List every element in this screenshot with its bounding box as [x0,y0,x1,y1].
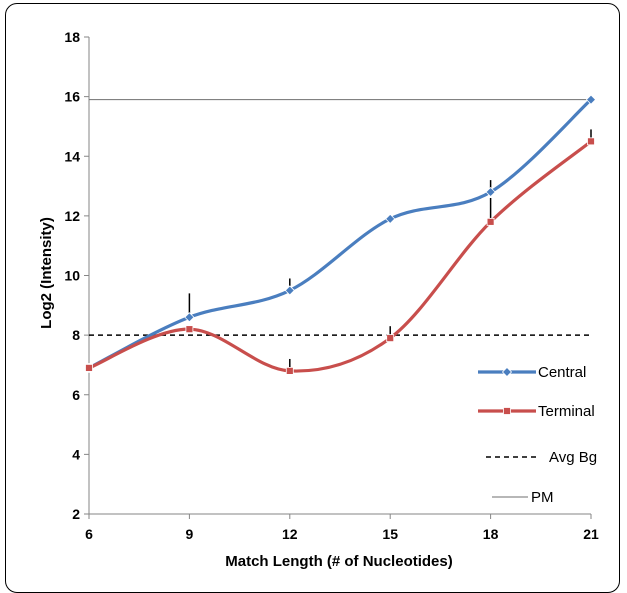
legend-marker-terminal [503,407,511,415]
x-tick-label: 6 [85,526,93,542]
central-point [385,213,396,224]
y-tick-label: 8 [72,327,80,343]
legend-label-terminal: Terminal [538,403,595,420]
legend-item-pm: PM [492,489,554,506]
central-point [284,285,295,296]
terminal-point [85,364,93,372]
terminal-point [386,334,395,343]
x-axis-label: Match Length (# of Nucleotides) [225,553,453,570]
terminal-point [486,217,495,226]
reference-lines [89,99,591,336]
y-tick-label: 18 [64,29,80,45]
y-tick-label: 14 [64,148,80,164]
y-tick-label: 10 [64,268,80,284]
terminal-point [587,137,595,146]
y-tick-label: 16 [64,89,80,105]
axes [84,36,592,519]
legend-label-avg-bg: Avg Bg [549,449,597,466]
x-tick-label: 15 [382,526,398,542]
x-tick-label: 12 [282,526,298,542]
y-tick-label: 4 [72,446,80,462]
terminal-point [185,325,194,334]
y-tick-label: 2 [72,506,80,522]
central-point [485,186,496,198]
y-tick-label: 12 [64,208,80,224]
legend-item-terminal: Terminal [478,403,595,420]
legend-item-central: Central [478,364,586,381]
tick-labels: 2 4 6 8 10 12 14 16 18 6 9 12 15 18 21 [64,29,599,542]
x-tick-label: 18 [483,526,499,542]
x-tick-label: 21 [583,526,599,542]
legend-label-central: Central [538,364,586,381]
y-tick-label: 6 [72,387,80,403]
legend: Central Terminal Avg Bg PM [478,364,597,506]
x-tick-label: 9 [186,526,194,542]
legend-marker-central [501,366,513,378]
terminal-line [87,139,593,373]
y-axis-label: Log2 (Intensity) [38,217,55,329]
legend-item-avg-bg: Avg Bg [486,449,597,466]
central-line [87,98,593,370]
legend-label-pm: PM [531,489,554,506]
central-point [585,94,597,105]
terminal-point [285,366,294,375]
central-point [184,312,195,323]
chart-svg: 2 4 6 8 10 12 14 16 18 6 9 12 15 18 21 Match Length (#… [38,29,599,570]
series [83,94,597,375]
